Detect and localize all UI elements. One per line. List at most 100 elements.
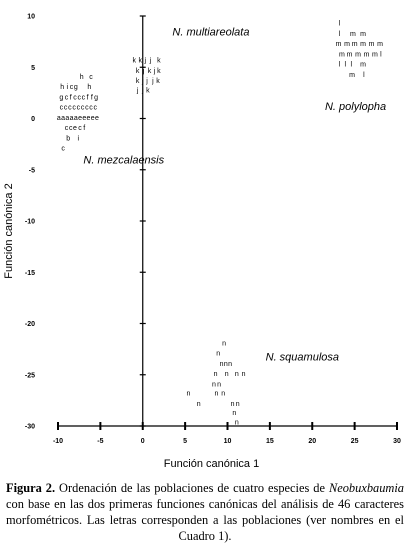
data-point: a <box>61 115 65 122</box>
group-labels: N. multiareolata N. polylopha N. mezcalaen… <box>83 26 386 363</box>
x-tick-label: 30 <box>393 438 401 445</box>
data-point: m <box>364 51 370 58</box>
y-tick-label: 5 <box>31 65 35 72</box>
data-point: n <box>232 410 236 417</box>
y-tick-label: -20 <box>25 321 35 328</box>
data-point: m <box>347 51 353 58</box>
y-tick-label: 10 <box>27 14 35 21</box>
data-point: c <box>94 105 98 112</box>
group-label: N. multiareolata <box>172 26 249 38</box>
data-point: m <box>369 41 375 48</box>
data-point: n <box>217 381 221 388</box>
group-label: N. mezcalaensis <box>83 155 164 167</box>
data-point: n <box>242 371 246 378</box>
x-tick-label: 15 <box>266 438 274 445</box>
data-point: c <box>65 125 69 132</box>
data-point: a <box>65 115 69 122</box>
data-point: m <box>372 51 378 58</box>
data-point: f <box>91 94 93 101</box>
data-point: a <box>70 115 74 122</box>
data-point: n <box>224 361 228 368</box>
data-point: h <box>87 84 91 91</box>
data-points: k k j j kk j k j kk j j j kj j kll m mm m m m m mm m m m m ll l l mm l… <box>57 21 383 427</box>
data-point: c <box>61 146 65 153</box>
figure-caption: Figura 2. Ordenación de las poblaciones … <box>6 480 404 544</box>
data-point: n <box>187 391 191 398</box>
data-point: h <box>60 84 64 91</box>
data-point: n <box>231 401 235 408</box>
data-point: j <box>141 78 144 85</box>
data-point: g <box>94 94 98 101</box>
data-point: n <box>225 371 229 378</box>
data-point: k <box>148 68 152 75</box>
data-point: k <box>138 58 142 65</box>
data-point: l <box>363 72 365 79</box>
data-point: c <box>70 84 74 91</box>
data-point: c <box>85 105 89 112</box>
data-point: e <box>78 115 82 122</box>
data-point: l <box>380 51 382 58</box>
data-point: n <box>220 361 224 368</box>
x-tick-label: -5 <box>97 438 103 445</box>
data-point: m <box>360 31 366 38</box>
data-point: n <box>235 419 239 426</box>
data-point: n <box>221 391 225 398</box>
x-tick-label: 10 <box>224 438 232 445</box>
y-tick-label: -10 <box>25 219 35 226</box>
axes: -10 -5 0 5 10 15 20 25 30 10 5 0 -5 -10 -15 -20 -25 -30 Fu… <box>3 14 401 471</box>
data-point: a <box>57 115 61 122</box>
data-point: k <box>133 58 137 65</box>
y-tick-label: -30 <box>25 424 35 431</box>
data-point: n <box>222 340 226 347</box>
data-point: k <box>136 78 140 85</box>
data-point: j <box>153 68 156 75</box>
data-point: c <box>72 105 76 112</box>
data-point: f <box>83 125 85 132</box>
data-point: i <box>67 84 69 91</box>
caption-genus: Neobuxbaumia <box>328 481 404 495</box>
data-point: a <box>74 115 78 122</box>
data-point: b <box>66 135 70 142</box>
data-point: l <box>339 21 341 28</box>
group-label: N. squamulosa <box>266 351 339 363</box>
data-point: l <box>350 62 352 69</box>
data-point: c <box>77 94 81 101</box>
data-point: e <box>82 115 86 122</box>
data-point: m <box>350 31 356 38</box>
caption-label: Figura 2. <box>6 481 56 495</box>
data-point: c <box>60 105 64 112</box>
data-point: k <box>146 87 150 94</box>
data-point: n <box>197 401 201 408</box>
data-point: j <box>151 78 154 85</box>
x-axis-title: Función canónica 1 <box>164 458 259 470</box>
data-point: h <box>80 74 84 81</box>
data-point: c <box>65 94 69 101</box>
y-axis-title: Función canónica 2 <box>3 183 15 278</box>
data-point: n <box>228 361 232 368</box>
data-point: l <box>339 31 341 38</box>
caption-text-1: Ordenación de las poblaciones de cuatro … <box>55 481 329 495</box>
x-tick-label: 20 <box>308 438 316 445</box>
group-label: N. polylopha <box>325 101 386 113</box>
data-point: n <box>214 371 218 378</box>
data-point: c <box>73 94 77 101</box>
data-point: m <box>352 41 358 48</box>
y-tick-label: 0 <box>31 116 35 123</box>
data-point: n <box>212 381 216 388</box>
data-point: g <box>59 94 63 101</box>
data-point: n <box>236 401 240 408</box>
data-point: e <box>95 115 99 122</box>
data-point: e <box>73 125 77 132</box>
data-point: j <box>142 68 145 75</box>
data-point: c <box>69 125 73 132</box>
data-point: m <box>349 72 355 79</box>
x-tick-label: 5 <box>183 438 187 445</box>
scatter-plot: -10 -5 0 5 10 15 20 25 30 10 5 0 -5 -10 -15 -20 -25 -30 Fu… <box>3 14 401 471</box>
data-point: m <box>360 41 366 48</box>
data-point: c <box>64 105 68 112</box>
data-point: m <box>339 51 345 58</box>
data-point: j <box>145 78 148 85</box>
caption-text-2: con base en las dos primeras funciones c… <box>6 497 404 543</box>
data-point: n <box>215 391 219 398</box>
y-tick-label: -15 <box>25 270 35 277</box>
